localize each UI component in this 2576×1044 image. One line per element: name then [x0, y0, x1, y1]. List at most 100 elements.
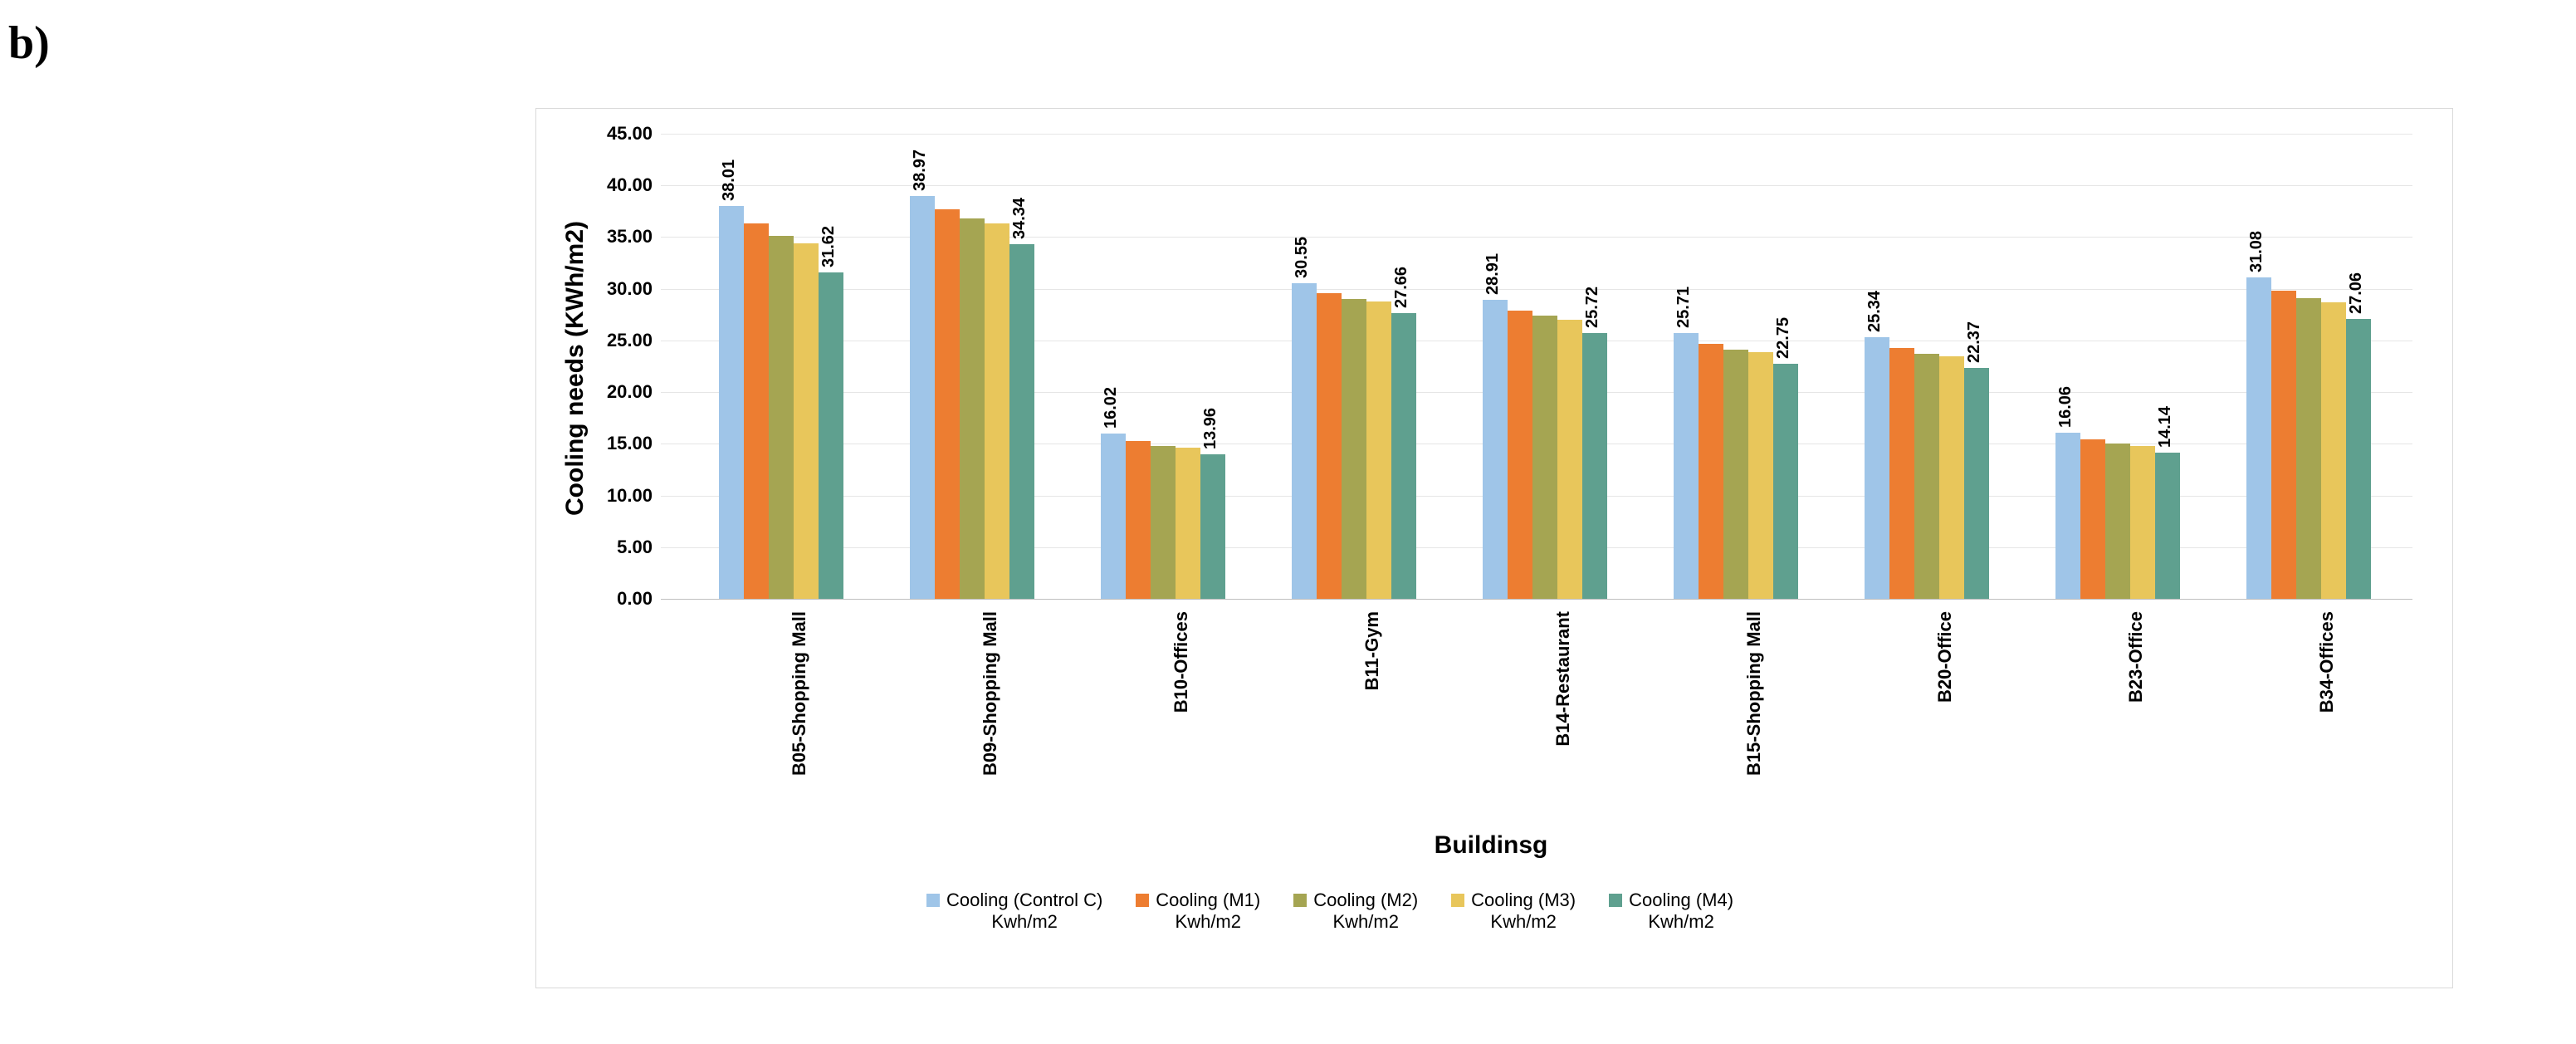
bar-value-label: 31.62: [819, 225, 838, 267]
y-tick-label: 25.00: [586, 330, 653, 351]
bar: [769, 236, 794, 599]
bar-value-label: 27.66: [1392, 267, 1411, 308]
y-tick-label: 0.00: [586, 588, 653, 610]
legend-label: Cooling (M4)Kwh/m2: [1629, 890, 1733, 934]
bar: [1366, 301, 1391, 599]
category-label: B15-Shopping Mall: [1743, 611, 1765, 811]
bar: [719, 206, 744, 599]
legend-swatch: [1451, 894, 1464, 907]
bar-value-label: 16.06: [2056, 386, 2075, 428]
legend-item: Cooling (Control C)Kwh/m2: [926, 890, 1102, 934]
y-tick-label: 20.00: [586, 381, 653, 403]
legend-swatch: [926, 894, 940, 907]
bar: [1101, 434, 1126, 599]
bar: [2246, 277, 2271, 599]
category-label: B20-Office: [1934, 611, 1956, 811]
bar: [1200, 454, 1225, 599]
bar: [1674, 333, 1699, 599]
bar: [1557, 320, 1582, 599]
page: b) Cooling needs (KWh/m2) 0.00 5.00 10.00 1…: [0, 0, 2576, 1044]
bar: [2155, 453, 2180, 599]
legend-item: Cooling (M2)Kwh/m2: [1293, 890, 1418, 934]
bar: [2105, 444, 2130, 599]
y-tick-label: 40.00: [586, 174, 653, 196]
bar: [1939, 356, 1964, 599]
bar-value-label: 25.72: [1583, 287, 1602, 328]
gridline: [661, 134, 2412, 135]
bar: [744, 223, 769, 599]
bar-value-label: 34.34: [1010, 198, 1029, 239]
legend-label: Cooling (Control C)Kwh/m2: [946, 890, 1102, 934]
bar: [1723, 350, 1748, 599]
bar: [1914, 354, 1939, 599]
category-label: B10-Offices: [1171, 611, 1192, 811]
chart-frame: Cooling needs (KWh/m2) 0.005.0010.0015.0…: [535, 108, 2453, 988]
bar-value-label: 14.14: [2156, 406, 2175, 448]
y-tick-label: 30.00: [586, 278, 653, 300]
bar: [1532, 316, 1557, 599]
bar: [1009, 244, 1034, 599]
bar-value-label: 25.34: [1865, 291, 1884, 332]
bar: [960, 218, 985, 599]
bar: [1483, 300, 1508, 599]
bar: [1773, 364, 1798, 599]
legend-swatch: [1136, 894, 1149, 907]
category-label: B11-Gym: [1361, 611, 1383, 811]
bar-value-label: 27.06: [2347, 272, 2366, 314]
x-axis-title: Buildinsg: [1325, 831, 1657, 860]
y-tick-label: 35.00: [586, 226, 653, 248]
bar-value-label: 30.55: [1293, 237, 1312, 278]
y-tick-label: 5.00: [586, 537, 653, 558]
bar: [2296, 298, 2321, 599]
y-tick-label: 45.00: [586, 123, 653, 145]
bar-value-label: 38.97: [911, 149, 930, 191]
bar-value-label: 25.71: [1674, 287, 1694, 328]
bar: [935, 209, 960, 599]
bar: [1889, 348, 1914, 599]
legend-swatch: [1609, 894, 1622, 907]
bar: [2346, 319, 2371, 599]
y-axis-title: Cooling needs (KWh/m2): [561, 221, 589, 516]
category-label: B14-Restaurant: [1552, 611, 1574, 811]
legend-item: Cooling (M1)Kwh/m2: [1136, 890, 1260, 934]
bar: [2321, 302, 2346, 599]
bar: [1292, 283, 1317, 599]
legend-item: Cooling (M4)Kwh/m2: [1609, 890, 1733, 934]
bar: [1126, 441, 1151, 599]
bar: [1964, 368, 1989, 599]
bar: [2080, 439, 2105, 599]
bar: [1176, 448, 1200, 599]
legend-item: Cooling (M3)Kwh/m2: [1451, 890, 1576, 934]
bar-value-label: 28.91: [1484, 253, 1503, 295]
legend: Cooling (Control C)Kwh/m2 Cooling (M1)Kwh…: [926, 890, 1733, 934]
legend-label: Cooling (M1)Kwh/m2: [1156, 890, 1260, 934]
bar: [1151, 446, 1176, 599]
bar-value-label: 31.08: [2247, 231, 2266, 272]
bar: [2130, 446, 2155, 599]
category-label: B23-Office: [2125, 611, 2147, 811]
bar: [910, 196, 935, 599]
bar: [1699, 344, 1723, 599]
bar: [1391, 313, 1416, 599]
bar: [819, 272, 843, 599]
bar-value-label: 22.37: [1965, 321, 1984, 363]
bar: [1748, 352, 1773, 599]
legend-label: Cooling (M3)Kwh/m2: [1471, 890, 1576, 934]
category-label: B05-Shopping Mall: [789, 611, 810, 811]
bar: [1582, 333, 1607, 599]
category-label: B09-Shopping Mall: [980, 611, 1001, 811]
gridline: [661, 599, 2412, 600]
category-label: B34-Offices: [2316, 611, 2338, 811]
bar: [2271, 291, 2296, 599]
bar: [985, 223, 1009, 599]
bar-value-label: 13.96: [1201, 408, 1220, 449]
bar: [2055, 433, 2080, 599]
legend-swatch: [1293, 894, 1307, 907]
bar: [1508, 311, 1532, 599]
bar: [1342, 299, 1366, 599]
y-tick-label: 10.00: [586, 485, 653, 507]
bar: [1865, 337, 1889, 599]
bar-value-label: 22.75: [1774, 317, 1793, 359]
panel-label: b): [8, 17, 50, 70]
legend-label: Cooling (M2)Kwh/m2: [1313, 890, 1418, 934]
